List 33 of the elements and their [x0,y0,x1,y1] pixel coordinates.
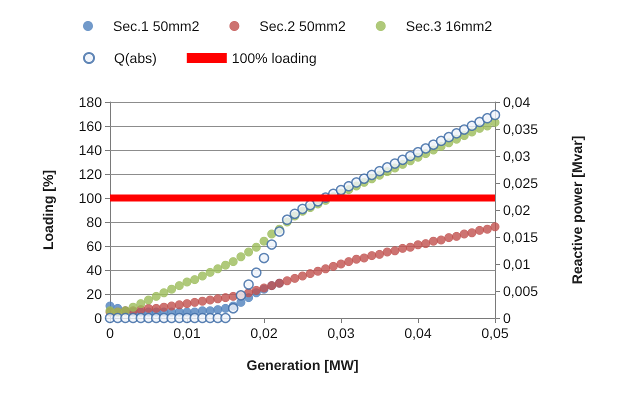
y2-tick-label: 0,025 [503,175,538,191]
y-tick-label: 0 [94,310,102,326]
legend-label: 100% loading [232,50,317,66]
x-axis-title: Generation [MW] [246,357,358,373]
x-tick-label: 0,05 [481,325,509,341]
y2-tick-label: 0,04 [503,94,530,110]
y2-tick-label: 0,01 [503,256,530,272]
y-tick-label: 40 [86,262,102,278]
y-tick-label: 120 [78,166,102,182]
y-axis-title: Loading [%] [40,170,56,250]
y2-tick-label: 0,035 [503,121,538,137]
y-tick-label: 180 [78,94,102,110]
y2-tick-label: 0,02 [503,202,530,218]
legend-label: Q(abs) [114,50,157,66]
y2-tick-label: 0,005 [503,283,538,299]
y-tick-label: 140 [78,142,102,158]
legend-label: Sec.3 16mm2 [406,18,492,34]
x-tick-label: 0,04 [404,325,432,341]
y2-tick-label: 0 [503,310,511,326]
legend-label: Sec.2 50mm2 [259,18,346,34]
x-tick-label: 0 [106,325,114,341]
y2-tick-label: 0,03 [503,148,530,164]
y-tick-label: 80 [86,214,102,230]
y2-axis-title: Reactive power [Mvar] [569,136,585,284]
x-tick-label: 0,01 [173,325,201,341]
y-tick-label: 160 [78,118,102,134]
x-tick-label: 0,03 [327,325,355,341]
y-tick-label: 20 [86,286,102,302]
y-tick-label: 60 [86,238,102,254]
y2-tick-label: 0,015 [503,229,538,245]
y-tick-label: 100 [78,190,102,206]
x-tick-label: 0,02 [250,325,278,341]
legend-label: Sec.1 50mm2 [113,18,200,34]
